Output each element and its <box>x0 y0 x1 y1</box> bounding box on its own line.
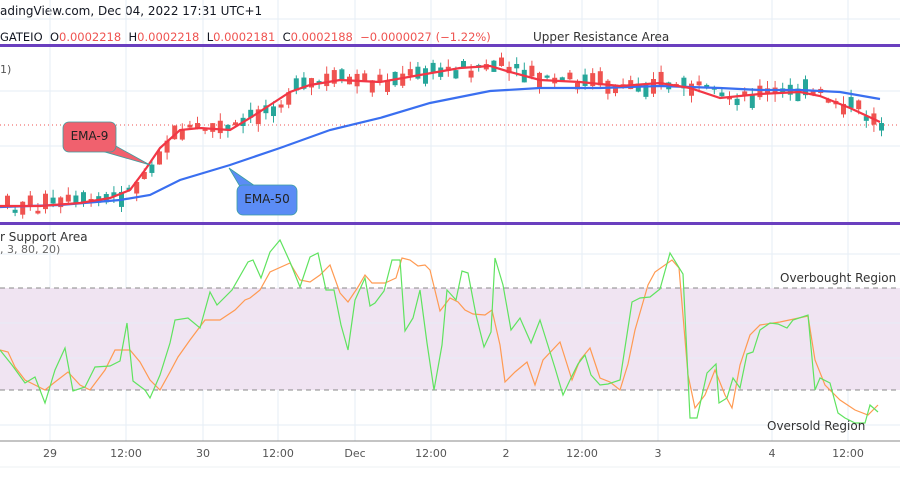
x-tick-label: 12:00 <box>110 447 142 460</box>
close-value: 0.0002188 <box>290 30 353 44</box>
high-label: H <box>128 30 138 44</box>
upper-resistance-line <box>0 44 900 47</box>
x-tick-label: 4 <box>768 447 776 460</box>
ema9-label: EMA-9 <box>70 129 109 143</box>
x-tick-label: 12:00 <box>262 447 294 460</box>
open-label: O <box>49 30 59 44</box>
x-tick-label: 2 <box>502 447 510 460</box>
stoch-d-line <box>0 257 879 416</box>
symbol-name: GATEIO <box>0 30 43 44</box>
oversold-label: Oversold Region <box>767 419 866 433</box>
low-label: L <box>206 30 214 44</box>
overbought-label: Overbought Region <box>780 271 897 285</box>
x-tick-label: 12:00 <box>415 447 447 460</box>
x-tick-label: 12:00 <box>566 447 598 460</box>
ema50-label: EMA-50 <box>244 192 290 206</box>
ema9-line <box>0 64 881 208</box>
open-value: 0.0002218 <box>59 30 122 44</box>
stoch-k-line <box>0 238 879 424</box>
stoch-params: , 3, 80, 20) <box>0 243 61 256</box>
x-tick-label: 30 <box>196 447 210 460</box>
close-label: C <box>282 30 291 44</box>
x-tick-label: 29 <box>43 447 57 460</box>
ema50-line <box>0 84 881 209</box>
lower-support-label: r Support Area <box>0 230 88 244</box>
x-tick-label: 12:00 <box>832 447 864 460</box>
candles <box>5 52 884 219</box>
ema-params: 1) <box>0 63 12 76</box>
ohlc-legend: GATEIO O0.0002218 H0.0002218 L0.0002181 … <box>0 30 491 44</box>
upper-resistance-label: Upper Resistance Area <box>533 30 670 44</box>
stoch-band <box>0 288 900 390</box>
x-tick-label: 3 <box>654 447 662 460</box>
lower-support-line <box>0 222 900 225</box>
high-value: 0.0002218 <box>137 30 200 44</box>
chart-source-timestamp: adingView.com, Dec 04, 2022 17:31 UTC+1 <box>0 4 263 18</box>
change-value: −0.0000027 (−1.22%) <box>360 30 491 44</box>
low-value: 0.0002181 <box>213 30 276 44</box>
x-tick-label: Dec <box>344 447 366 460</box>
ema50-callout <box>236 184 298 216</box>
ema9-callout <box>62 121 117 153</box>
